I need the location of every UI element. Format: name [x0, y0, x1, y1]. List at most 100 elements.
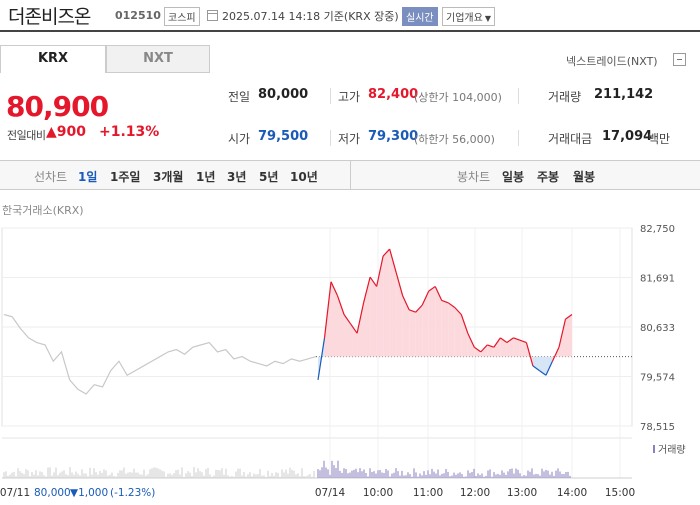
volume-label: 거래량	[548, 90, 582, 104]
price-line-up	[493, 337, 501, 348]
upper-limit: (상한가 104,000)	[414, 91, 502, 104]
candle-chart-label: 봉차트	[457, 170, 491, 184]
period-10y[interactable]: 10년	[290, 170, 318, 184]
up-area	[415, 305, 423, 357]
price-line-up	[389, 248, 397, 273]
low-value: 79,300	[368, 129, 419, 144]
up-area	[409, 309, 416, 357]
up-area	[493, 337, 501, 357]
divider	[330, 88, 331, 104]
x-tick-label: 10:00	[363, 487, 393, 499]
up-area	[331, 281, 338, 357]
up-area	[428, 286, 436, 357]
divider	[350, 160, 351, 190]
price-line-up	[500, 337, 508, 344]
price-line-down	[317, 337, 326, 381]
open-label: 시가	[228, 132, 251, 146]
high-value: 82,400	[368, 87, 419, 102]
amount-label: 거래대금	[548, 132, 593, 146]
x-tick-label: 12:00	[460, 487, 490, 499]
period-1w[interactable]: 1주일	[110, 170, 141, 184]
y-tick-label: 82,750	[640, 224, 675, 235]
up-area	[389, 249, 397, 357]
price-line-up	[447, 302, 456, 308]
price-line-up	[363, 276, 371, 303]
up-area	[422, 291, 429, 357]
low-label: 저가	[338, 132, 361, 146]
price-line-up	[421, 290, 430, 306]
price-line-up	[415, 304, 423, 313]
prev-close-value: 80,000	[258, 87, 309, 102]
up-area	[370, 277, 377, 357]
candle-monthly[interactable]: 월봉	[573, 170, 596, 184]
up-area	[454, 307, 462, 357]
period-3y[interactable]: 3년	[227, 170, 247, 184]
price-line-up	[565, 314, 573, 320]
up-area	[435, 286, 442, 357]
prev-close-label: 전일	[228, 90, 251, 104]
current-price: 80,900	[6, 90, 109, 123]
price-line-up	[558, 319, 567, 348]
price-line-up	[343, 314, 352, 325]
price-line-up	[551, 346, 560, 362]
price-line-up	[487, 344, 495, 348]
line-chart-label: 선차트	[34, 170, 68, 184]
up-area	[506, 337, 514, 357]
price-line-up	[513, 337, 521, 341]
realtime-button[interactable]: 실시간	[402, 7, 438, 26]
period-1d[interactable]: 1일	[78, 170, 98, 184]
price-line-up	[460, 314, 469, 334]
price-line-up	[330, 281, 339, 297]
period-3m[interactable]: 3개월	[153, 170, 184, 184]
price-line-down	[539, 370, 547, 376]
quote-datetime: 2025.07.14 14:18 기준(KRX 장중)	[222, 10, 399, 23]
price-line-up	[525, 342, 534, 367]
prev-day-close: 80,000	[34, 487, 71, 499]
prev-day-change: ▼1,000	[70, 487, 108, 499]
prev-day-line	[3, 313, 317, 395]
divider	[518, 88, 519, 104]
prev-day-change-pct: (-1.23%)	[110, 487, 155, 499]
up-area	[357, 302, 364, 357]
tab-krx[interactable]: KRX	[0, 45, 106, 73]
market-badge: 코스피	[164, 7, 200, 26]
price-line-up	[336, 295, 345, 315]
price-line-up	[480, 344, 488, 353]
high-label: 고가	[338, 90, 361, 104]
period-1y[interactable]: 1년	[196, 170, 216, 184]
price-line-up	[376, 255, 384, 287]
tab-nxt[interactable]: NXT	[106, 45, 210, 73]
amount-unit: 백만	[648, 132, 671, 146]
up-area	[565, 314, 572, 357]
collapse-icon[interactable]	[673, 53, 686, 66]
period-5y[interactable]: 5년	[259, 170, 279, 184]
stock-name: 더존비즈온	[8, 6, 91, 28]
price-line-up	[467, 332, 475, 348]
volume-legend-swatch	[653, 445, 655, 453]
price-line-up	[473, 346, 482, 353]
price-line-down	[532, 365, 540, 372]
up-area	[383, 249, 390, 357]
candle-daily[interactable]: 일봉	[502, 170, 525, 184]
x-tick-label: 07/11	[0, 487, 30, 499]
up-area	[396, 272, 403, 357]
company-info-dropdown[interactable]: 기업개요 ▼	[442, 7, 495, 26]
up-area	[513, 337, 520, 357]
price-line-up	[441, 299, 449, 304]
price-line-up	[519, 339, 527, 344]
price-line-up	[454, 307, 462, 315]
lower-limit: (하한가 56,000)	[414, 133, 495, 146]
up-area	[461, 314, 468, 357]
price-line-up	[395, 272, 404, 296]
divider	[330, 130, 331, 146]
x-tick-label: 15:00	[605, 487, 635, 499]
price-line-up	[369, 276, 378, 287]
price-line-up	[402, 295, 410, 311]
y-tick-label: 81,691	[640, 274, 675, 285]
company-info-label: 기업개요	[446, 13, 483, 24]
nextrade-link[interactable]: 넥스트레이드(NXT)	[566, 55, 658, 68]
y-tick-label: 79,574	[640, 372, 675, 383]
candle-weekly[interactable]: 주봉	[537, 170, 560, 184]
divider	[518, 130, 519, 146]
